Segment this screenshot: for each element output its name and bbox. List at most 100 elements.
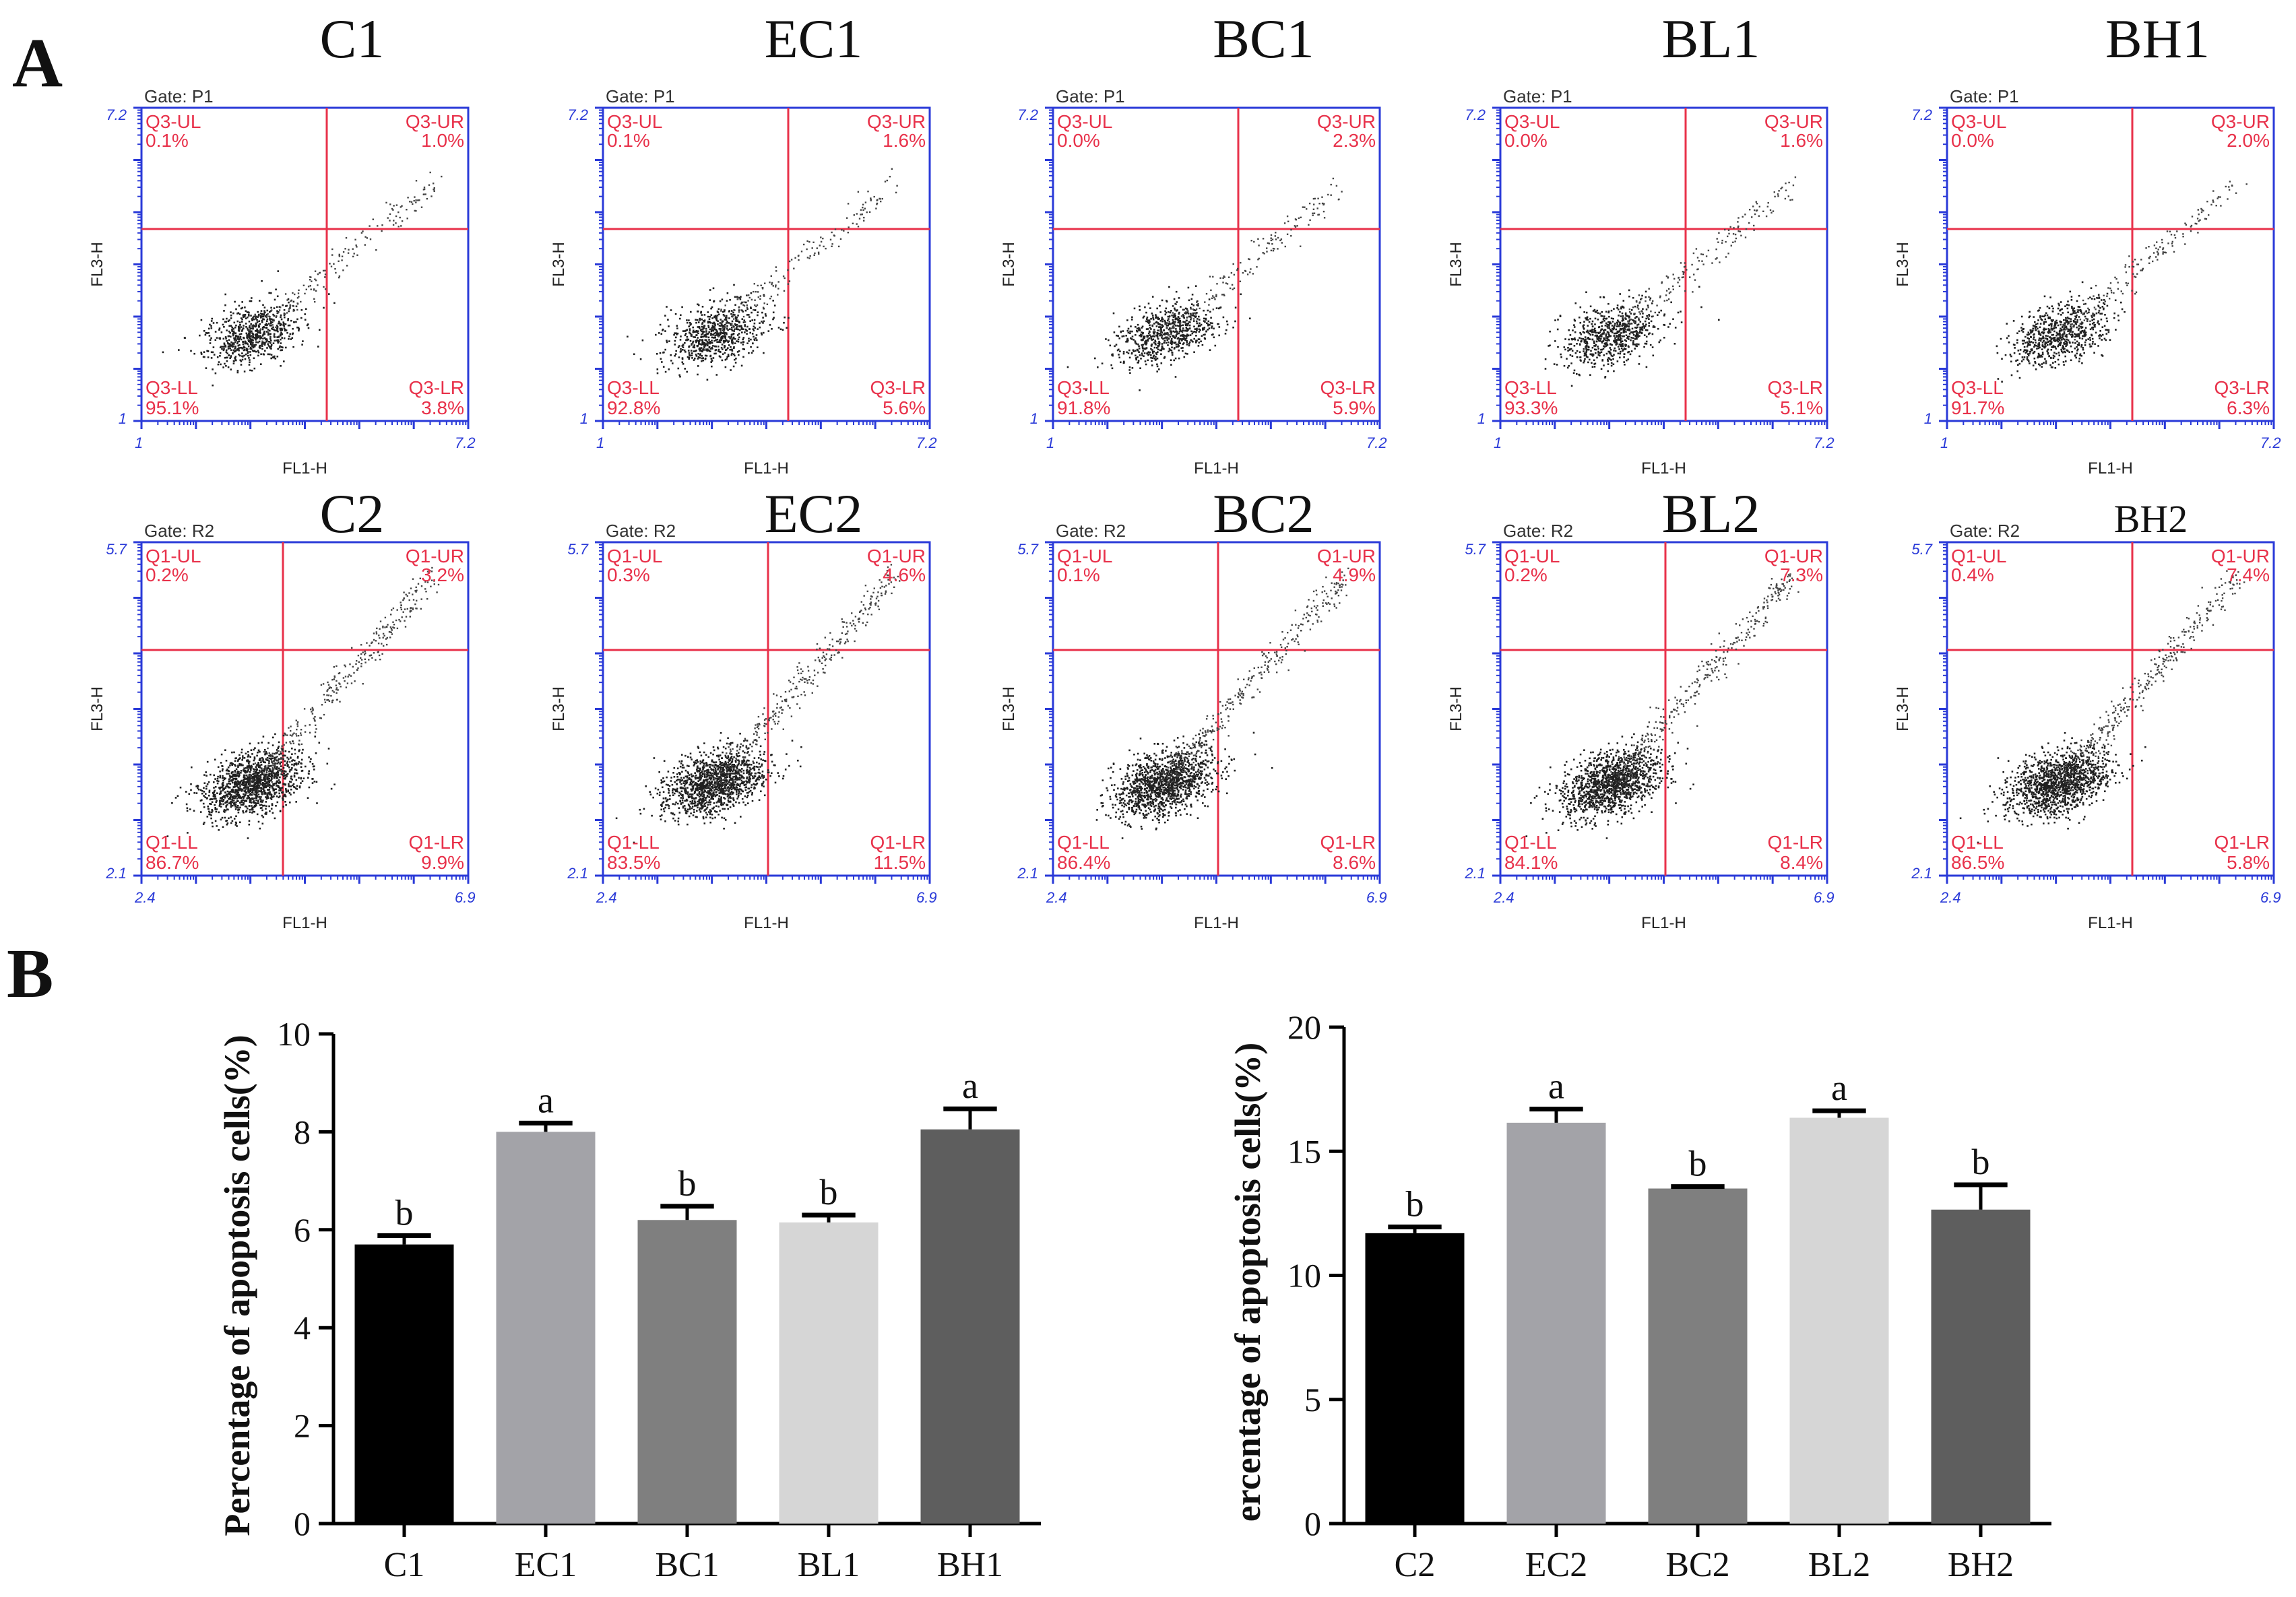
event-dot [1163,339,1166,342]
event-dot [1207,329,1209,331]
event-dot [679,351,682,353]
event-dot [276,327,279,330]
event-dot [2045,337,2047,339]
y-axis-title: FL3-H [1447,242,1465,287]
event-dot [715,339,717,341]
event-dot [1152,338,1155,341]
event-dot [1608,315,1610,318]
event-dot [709,342,711,345]
event-dot [1211,325,1213,327]
event-dot [741,301,743,304]
event-dot [1660,309,1662,312]
event-dot [732,336,735,339]
event-dot [1603,345,1605,348]
event-dot [861,214,863,216]
event-dot [699,317,701,320]
event-dot [262,337,264,339]
event-dot [1166,322,1168,324]
event-dot [1622,349,1624,351]
event-dot [2140,259,2142,261]
event-dot [270,354,273,356]
event-dot [695,350,697,352]
event-dot [1544,358,1547,360]
event-dot [1186,330,1188,332]
event-dot [2171,242,2173,245]
event-dot [695,354,697,356]
event-dot [775,286,777,288]
event-dot [732,342,734,345]
event-dot [1165,307,1168,310]
event-dot [1141,325,1144,328]
event-dot [787,269,789,271]
event-dot [2014,347,2016,349]
event-dot [1199,322,1201,325]
event-dot [2099,334,2101,336]
event-dot [1176,319,1179,321]
event-dot [772,300,774,302]
event-dot [251,318,253,320]
event-dot [1618,315,1620,317]
event-dot [1607,321,1609,323]
event-dot [1158,318,1160,320]
event-dot [1597,331,1599,334]
event-dot [1669,291,1671,293]
event-dot [2103,308,2105,311]
event-dot [2063,328,2066,330]
event-dot [1174,325,1177,327]
event-dot [236,370,239,372]
event-dot [1198,324,1200,327]
event-dot [1160,330,1163,332]
event-dot [284,328,286,331]
event-dot [696,345,699,348]
event-dot [369,225,371,227]
event-dot [1199,325,1201,327]
event-dot [2055,348,2057,350]
event-dot [2049,296,2051,298]
event-dot [1215,294,1217,296]
event-dot [286,304,288,307]
event-dot [298,296,300,298]
event-dot [694,336,696,338]
event-dot [241,306,244,309]
event-dot [677,346,680,348]
event-dot [831,243,833,245]
event-dot [1308,224,1310,226]
event-dot [264,323,267,326]
event-dot [692,326,694,329]
event-dot [771,282,773,284]
event-dot [231,329,233,331]
event-dot [300,317,302,319]
event-dot [764,282,766,284]
event-dot [2083,303,2085,305]
event-dot [751,298,753,301]
event-dot [2027,337,2029,339]
event-dot [720,331,723,334]
event-dot [1172,319,1174,321]
event-dot [2055,321,2058,324]
event-dot [1222,282,1224,284]
event-dot [1158,341,1161,344]
event-dot [713,326,716,328]
event-dot [1187,310,1189,312]
event-dot [2197,232,2199,234]
event-dot [1168,318,1170,320]
event-dot [290,319,292,322]
event-dot [712,345,714,347]
event-dot [783,290,786,292]
event-dot [839,238,842,240]
event-dot [178,349,180,351]
event-dot [2004,354,2007,356]
event-dot [1600,329,1602,331]
event-dot [285,329,288,331]
event-dot [701,325,703,328]
event-dot [235,359,237,362]
event-dot [848,226,850,228]
event-dot [2066,341,2068,344]
event-dot [2010,355,2012,358]
event-dot [2228,189,2231,191]
event-dot [261,335,264,337]
event-dot [1588,337,1590,340]
event-dot [1586,317,1588,319]
event-dot [1270,239,1272,242]
event-dot [269,321,272,323]
